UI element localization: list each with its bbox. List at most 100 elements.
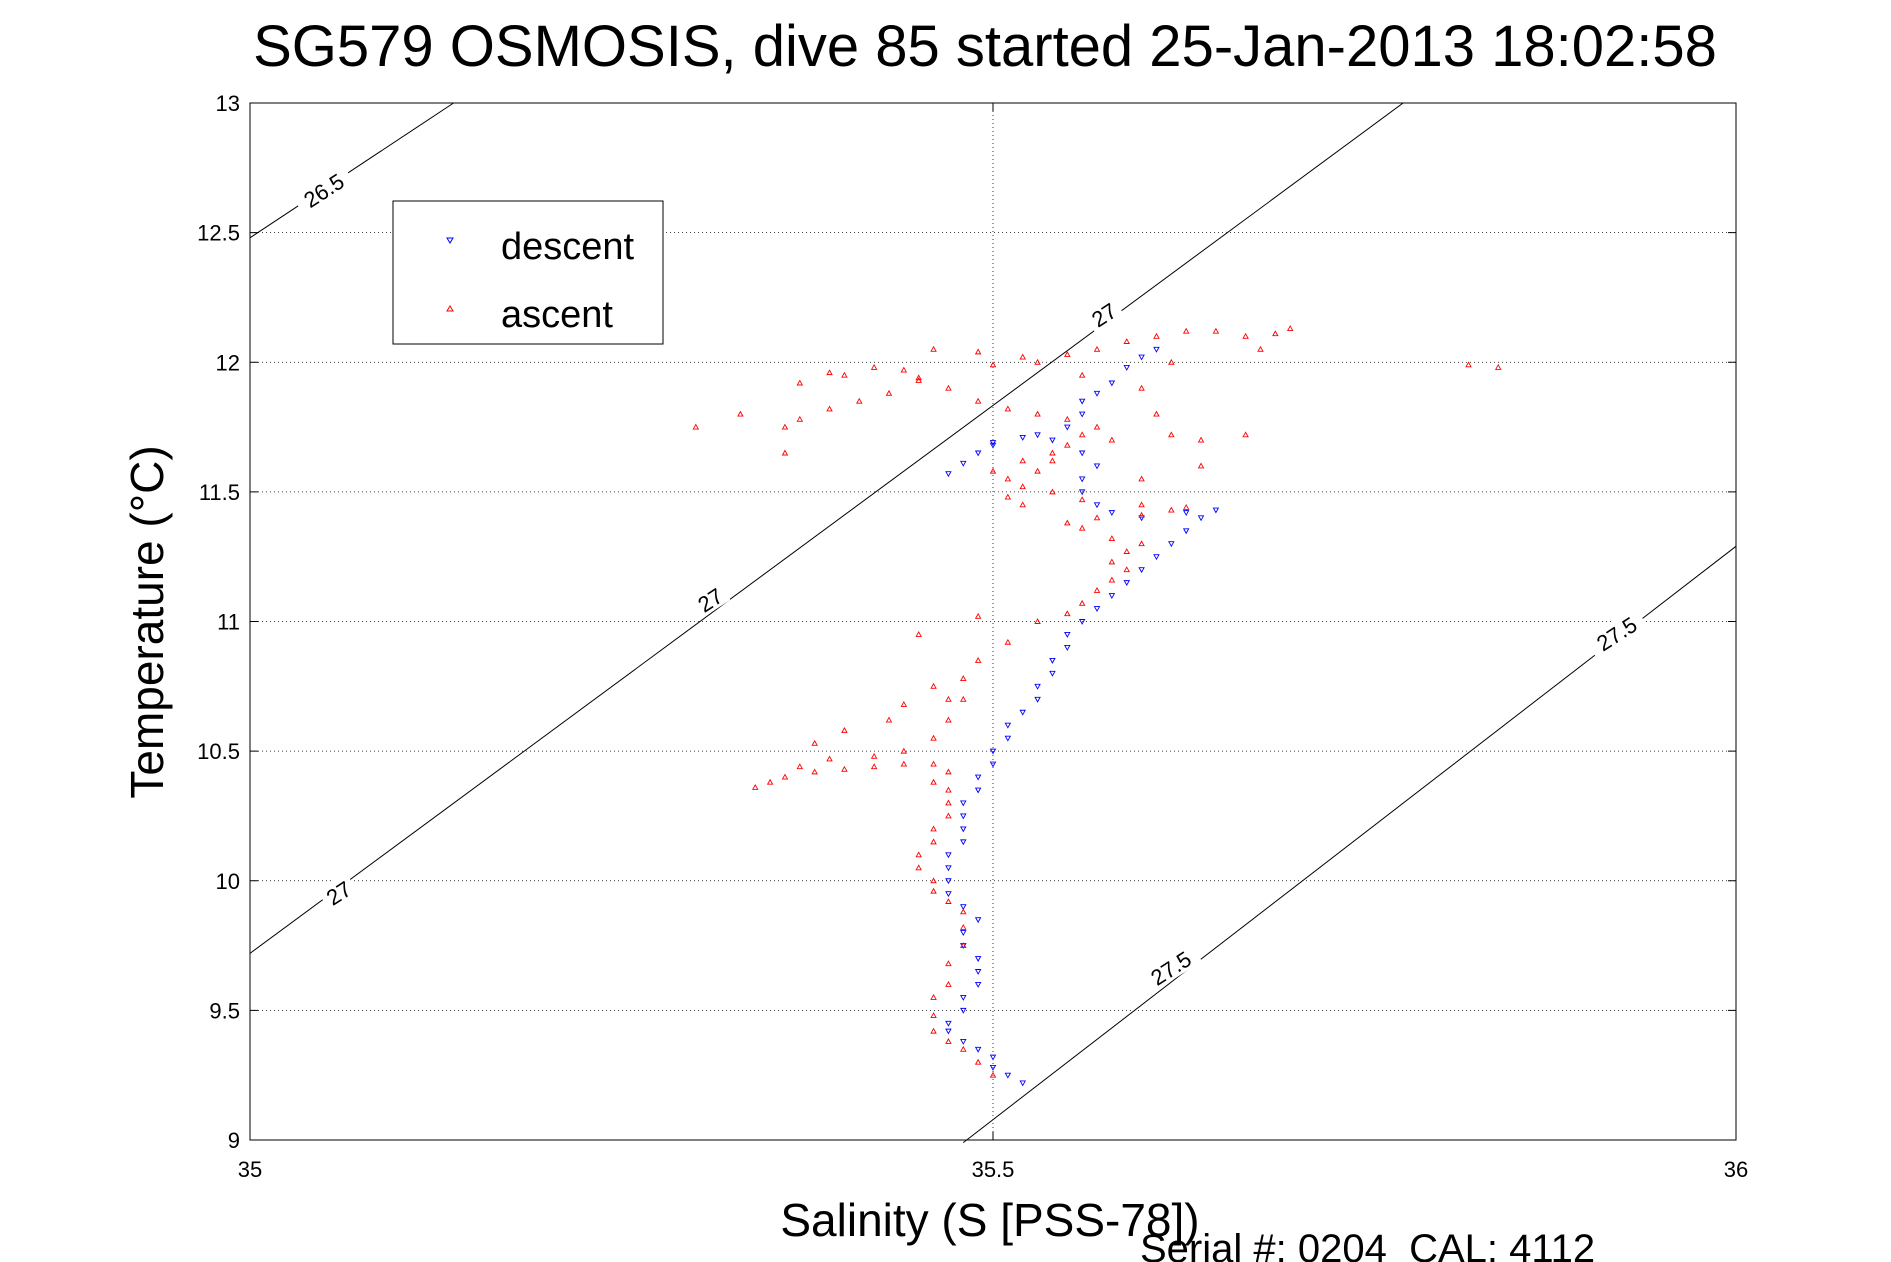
- ascent-point: [1138, 384, 1145, 391]
- descent-point: [1078, 489, 1086, 496]
- descent-point: [1197, 515, 1205, 522]
- descent-point: [1093, 390, 1101, 397]
- ascent-point: [945, 695, 952, 702]
- ascent-point: [989, 361, 997, 368]
- descent-point: [1212, 507, 1220, 514]
- chart-title: SG579 OSMOSIS, dive 85 started 25-Jan-20…: [253, 14, 1717, 79]
- ascent-point: [1108, 558, 1116, 565]
- descent-point: [1078, 450, 1086, 457]
- ascent-point: [915, 374, 922, 381]
- descent-point: [1182, 510, 1190, 517]
- ascent-point: [1064, 415, 1071, 422]
- ascent-point: [1078, 599, 1086, 606]
- ascent-point: [811, 768, 818, 775]
- descent-point: [1108, 510, 1116, 517]
- ascent-point: [766, 778, 774, 785]
- ascent-point: [1138, 501, 1145, 508]
- ascent-point: [1004, 475, 1012, 482]
- descent-point: [989, 442, 997, 449]
- ascent-point: [930, 1012, 937, 1019]
- descent-point: [1004, 1072, 1012, 1079]
- descent-point: [945, 1028, 952, 1035]
- ascent-point: [945, 1038, 952, 1044]
- ascent-point: [1197, 462, 1205, 469]
- ascent-point: [1078, 524, 1086, 531]
- descent-point: [1168, 541, 1175, 548]
- ascent-point: [900, 747, 908, 754]
- y-tick-label: 9.5: [209, 998, 240, 1023]
- ascent-point: [826, 405, 833, 412]
- y-tick-label: 9: [228, 1128, 240, 1153]
- ascent-point: [796, 415, 804, 422]
- descent-point: [1138, 354, 1145, 361]
- axis-ticks: 35 35.5 36 9 9.5 10 10.5 11 11.5 12 12.5 13: [197, 91, 1748, 1182]
- contour-label-background: [1082, 294, 1125, 334]
- ascent-point: [1108, 436, 1116, 443]
- ascent-point: [1049, 449, 1056, 456]
- ascent-point: [915, 851, 922, 858]
- descent-point: [1064, 644, 1071, 651]
- y-tick-label: 12.5: [197, 221, 240, 246]
- ascent-point: [915, 631, 922, 637]
- ascent-point: [974, 1058, 982, 1065]
- descent-point: [945, 852, 952, 859]
- descent-point: [960, 826, 967, 833]
- descent-point: [1153, 346, 1160, 353]
- x-axis-label: Salinity (S [PSS-78]): [780, 1194, 1199, 1246]
- contour-label-background: [291, 163, 355, 216]
- ascent-point: [1034, 410, 1041, 417]
- descent-point: [960, 800, 967, 807]
- y-tick-label: 12: [216, 350, 240, 375]
- ascent-point: [930, 1027, 937, 1034]
- descent-point: [960, 460, 967, 467]
- descent-point: [974, 787, 982, 794]
- descent-point: [1019, 1080, 1026, 1087]
- ascent-point: [989, 1071, 997, 1078]
- ascent-point: [1078, 431, 1086, 438]
- descent-point: [1034, 683, 1041, 690]
- descent-point: [1049, 437, 1056, 444]
- ascent-point: [1093, 345, 1101, 352]
- ascent-point: [1494, 364, 1502, 370]
- density-contour-line: [249, 102, 454, 239]
- ascent-point: [945, 799, 952, 806]
- ascent-point: [945, 768, 952, 775]
- contour-label: 27: [1082, 294, 1125, 334]
- descent-point: [1049, 670, 1056, 677]
- descent-point: [1019, 434, 1026, 441]
- descent-point: [960, 904, 967, 911]
- y-tick-label: 10.5: [197, 739, 240, 764]
- ascent-point: [1049, 457, 1056, 464]
- ascent-point: [811, 739, 818, 746]
- descent-point: [1108, 380, 1116, 387]
- ascent-point: [1034, 618, 1041, 624]
- descent-point: [974, 956, 982, 962]
- legend-descent-label: descent: [501, 226, 635, 268]
- ascent-point: [930, 838, 937, 845]
- ascent-point: [1272, 330, 1279, 337]
- ascent-point: [1212, 327, 1220, 334]
- ascent-point: [945, 898, 952, 904]
- ascent-point: [930, 345, 937, 352]
- ascent-point: [1182, 504, 1190, 510]
- descent-point: [945, 865, 952, 872]
- ascent-point: [1019, 483, 1026, 490]
- ascent-point: [1034, 358, 1041, 365]
- ascent-point: [1138, 540, 1145, 547]
- ascent-point: [1064, 441, 1071, 448]
- ascent-point: [1168, 506, 1175, 513]
- ascent-point: [930, 877, 937, 884]
- ascent-point: [1197, 436, 1205, 443]
- ascent-point: [1078, 371, 1086, 378]
- ascent-point: [1465, 361, 1472, 368]
- descent-point: [1078, 398, 1086, 405]
- ascent-point: [1019, 457, 1026, 464]
- ascent-point: [960, 908, 967, 915]
- ascent-point: [841, 726, 848, 733]
- descent-point: [989, 748, 997, 755]
- ascent-point: [1093, 586, 1101, 593]
- ascent-point: [737, 410, 744, 417]
- data-points: [692, 325, 1502, 1087]
